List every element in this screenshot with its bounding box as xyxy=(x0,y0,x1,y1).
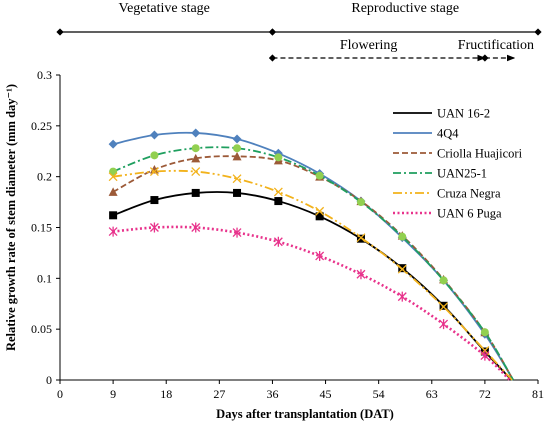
legend-label: UAN25-1 xyxy=(437,167,487,181)
legend-label: UAN 6 Puga xyxy=(437,207,502,221)
data-point xyxy=(315,250,325,261)
data-point xyxy=(191,222,201,233)
y-tick-label: 0.25 xyxy=(31,119,52,133)
x-tick-label: 0 xyxy=(57,387,63,401)
series-layer xyxy=(108,128,514,381)
x-tick-label: 63 xyxy=(426,387,438,401)
data-point xyxy=(273,187,283,197)
data-point xyxy=(109,167,118,176)
data-point xyxy=(397,264,407,274)
data-point xyxy=(274,197,283,206)
legend-label: Criolla Huajicori xyxy=(437,147,523,161)
y-tick-label: 0.15 xyxy=(31,221,52,235)
data-point xyxy=(149,167,159,177)
series-line xyxy=(113,169,513,381)
axes: 0 9 18 27 36 45 54 63 72 81 0 0.05 0.1 0.15 0.2 0.25 0.3… xyxy=(4,68,544,421)
data-point xyxy=(149,130,159,140)
stage-label: Reproductive stage xyxy=(351,1,459,16)
x-axis-title: Days after transplantation (DAT) xyxy=(216,407,394,421)
legend-label: Cruza Negra xyxy=(437,187,501,201)
data-point xyxy=(315,171,324,180)
data-point xyxy=(149,222,159,233)
data-point xyxy=(480,350,490,361)
data-point xyxy=(150,151,159,160)
y-tick-label: 0 xyxy=(46,373,52,387)
x-tick-label: 54 xyxy=(373,387,385,401)
data-point xyxy=(232,227,242,238)
x-tick-label: 81 xyxy=(532,387,544,401)
data-point xyxy=(109,211,118,220)
x-tick-label: 27 xyxy=(213,387,225,401)
data-point xyxy=(232,174,242,184)
growth-stage-annotations: Vegetative stage Reproductive stage Flower… xyxy=(56,1,542,62)
data-point xyxy=(315,206,325,216)
data-point xyxy=(191,128,201,138)
data-point xyxy=(273,236,283,247)
legend-label: UAN 16-2 xyxy=(437,107,490,121)
data-point xyxy=(439,319,449,330)
x-tick-label: 18 xyxy=(160,387,172,401)
y-tick-label: 0.1 xyxy=(37,271,52,285)
data-point xyxy=(191,188,200,197)
y-tick-label: 0.05 xyxy=(31,322,52,336)
stage-label: Fructification xyxy=(458,38,534,53)
series-5 xyxy=(108,222,511,381)
data-point xyxy=(233,188,242,197)
x-tick-label: 45 xyxy=(320,387,332,401)
data-point xyxy=(315,212,324,221)
y-axis-title: Relative growth rate of stem diameter (m… xyxy=(4,84,18,351)
data-point xyxy=(397,291,407,302)
data-point xyxy=(232,134,242,144)
x-tick-label: 36 xyxy=(266,387,278,401)
data-point xyxy=(108,187,118,196)
data-point xyxy=(191,153,201,163)
data-point xyxy=(108,139,118,149)
data-point xyxy=(398,232,407,241)
legend-label: 4Q4 xyxy=(437,127,459,141)
y-tick-label: 0.2 xyxy=(37,170,52,184)
series-3 xyxy=(109,144,514,381)
x-tick-label: 9 xyxy=(110,387,116,401)
stage-label: Vegetative stage xyxy=(119,1,210,16)
data-point xyxy=(274,153,283,162)
series-line xyxy=(112,225,511,381)
data-point xyxy=(108,226,118,237)
data-point xyxy=(356,233,366,243)
stage-label: Flowering xyxy=(340,38,398,53)
data-point xyxy=(356,234,365,243)
data-point xyxy=(150,196,159,205)
data-point xyxy=(108,172,118,182)
data-point xyxy=(356,269,366,280)
legend: UAN 16-2 4Q4 Criolla Huajicori UAN25-1 Cruza… xyxy=(393,107,523,221)
data-point xyxy=(356,198,365,207)
data-point xyxy=(439,302,449,312)
data-point xyxy=(191,167,201,177)
data-point xyxy=(439,276,448,285)
data-point xyxy=(232,151,242,161)
data-point xyxy=(480,328,489,337)
series-line xyxy=(112,146,514,381)
y-tick-label: 0.3 xyxy=(37,68,52,82)
x-tick-label: 72 xyxy=(479,387,491,401)
data-point xyxy=(233,144,242,153)
data-point xyxy=(191,144,200,153)
